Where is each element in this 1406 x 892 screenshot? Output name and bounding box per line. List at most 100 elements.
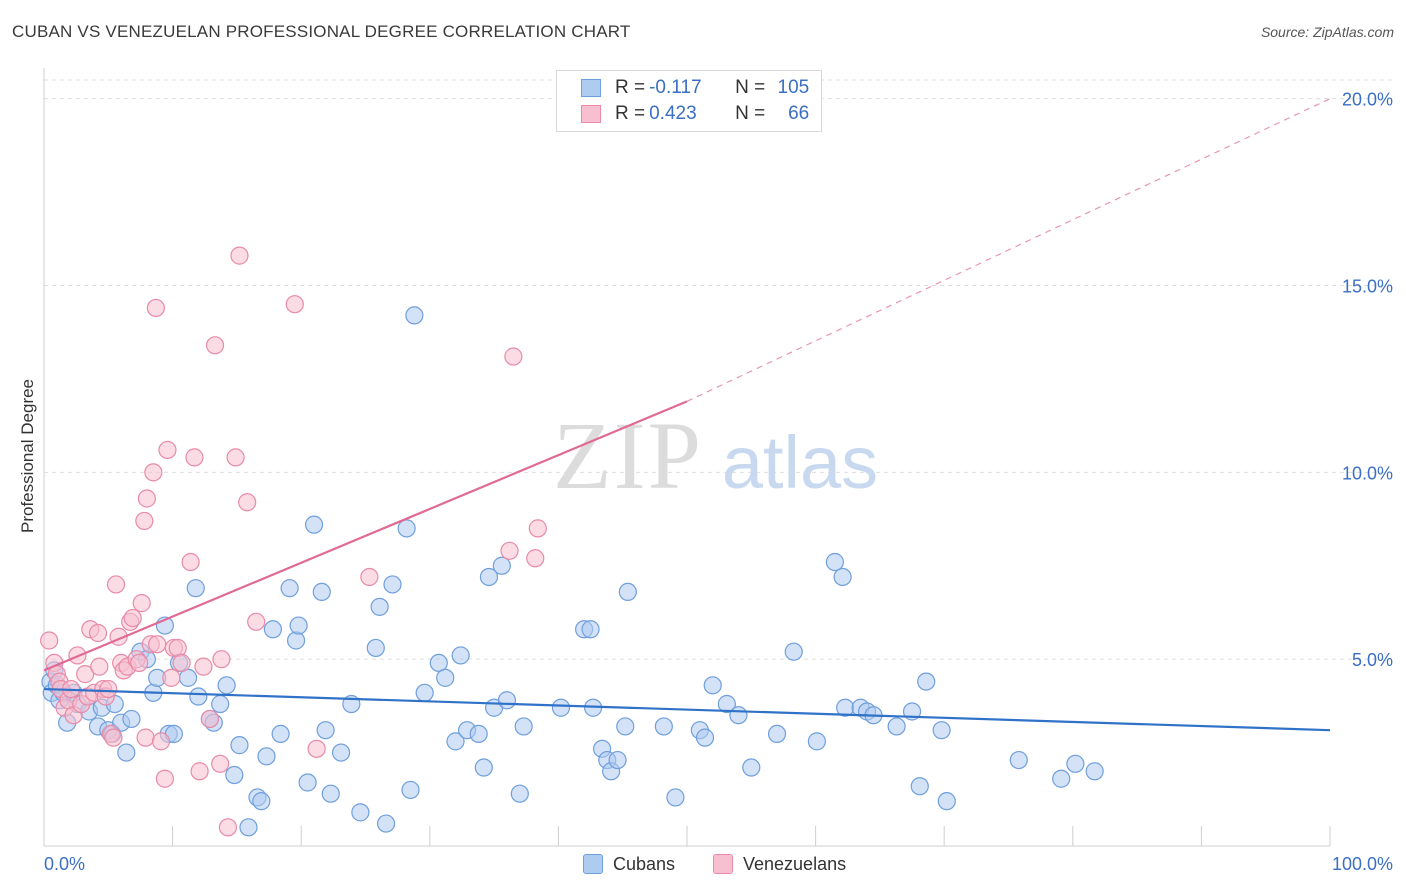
venezuelan-point bbox=[40, 631, 59, 650]
cuban-point bbox=[189, 687, 208, 706]
cuban-point bbox=[932, 721, 951, 740]
venezuelan-point bbox=[76, 665, 95, 684]
venezuelan-point bbox=[136, 728, 155, 747]
cuban-point bbox=[807, 732, 826, 751]
cuban-point bbox=[1066, 754, 1085, 773]
cuban-point bbox=[1052, 769, 1071, 788]
venezuelan-point bbox=[155, 769, 174, 788]
chart-title: CUBAN VS VENEZUELAN PROFESSIONAL DEGREE … bbox=[12, 22, 631, 41]
venezuelan-point bbox=[238, 493, 257, 512]
cuban-point bbox=[717, 694, 736, 714]
cuban-point bbox=[239, 818, 258, 837]
cuban-point bbox=[304, 515, 324, 534]
legend-row-cubans: R = -0.117 N = 105 bbox=[581, 75, 809, 101]
cuban-point bbox=[474, 758, 493, 777]
venezuelan-point bbox=[135, 511, 154, 531]
trendlines bbox=[43, 98, 1331, 732]
venezuelan-point bbox=[226, 448, 245, 467]
cuban-point bbox=[695, 728, 715, 747]
cuban-point bbox=[1009, 750, 1028, 770]
venezuelan-point bbox=[123, 608, 142, 628]
venezuelan-point bbox=[104, 728, 123, 747]
axes bbox=[43, 68, 1331, 847]
cuban-point bbox=[429, 653, 448, 673]
cuban-point bbox=[608, 750, 627, 770]
legend-n-value: 105 bbox=[777, 77, 810, 98]
cuban-point bbox=[654, 717, 673, 736]
venezuelan-point bbox=[190, 762, 209, 781]
series-cubans bbox=[41, 306, 1104, 837]
venezuelan-point bbox=[504, 347, 523, 366]
x-tick-label: 0.0% bbox=[44, 854, 85, 874]
cuban-point bbox=[825, 552, 844, 572]
legend-r-value: -0.117 bbox=[649, 77, 702, 98]
cuban-point bbox=[451, 646, 470, 665]
cuban-point bbox=[298, 773, 317, 792]
cuban-point bbox=[937, 792, 956, 811]
cuban-point bbox=[263, 620, 283, 639]
bottom-legend-label-cubans: Cubans bbox=[613, 853, 676, 874]
bottom-legend-cubans: Cubans bbox=[583, 852, 675, 876]
venezuelan-point bbox=[158, 440, 177, 460]
cuban-point bbox=[252, 792, 271, 811]
bottom-legend-swatch-venezuelans bbox=[713, 854, 733, 874]
venezuelan-point bbox=[99, 679, 118, 699]
trendline-cubans bbox=[43, 687, 1331, 732]
cuban-point bbox=[492, 556, 511, 575]
legend-n-label: N = bbox=[735, 77, 766, 98]
venezuelan-point bbox=[90, 657, 109, 676]
cuban-point bbox=[351, 803, 370, 822]
cuban-point bbox=[1085, 762, 1104, 781]
venezuelan-point bbox=[526, 549, 545, 568]
venezuelan-point bbox=[211, 754, 230, 773]
venezuelan-point bbox=[137, 489, 156, 508]
legend-row-venezuelans: R = 0.423 N = 66 bbox=[581, 101, 809, 127]
cuban-point bbox=[784, 642, 803, 661]
venezuelan-point bbox=[106, 575, 126, 594]
cuban-point bbox=[497, 691, 517, 710]
venezuelan-point bbox=[200, 709, 219, 729]
cuban-point bbox=[436, 668, 455, 687]
y-tick-label: 20.0% bbox=[1342, 90, 1393, 110]
bottom-legend-venezuelans: Venezuelans bbox=[713, 852, 846, 876]
cuban-point bbox=[271, 724, 290, 744]
watermark-zip: ZIP bbox=[553, 402, 703, 509]
venezuelan-point bbox=[151, 732, 171, 751]
cuban-point bbox=[833, 567, 852, 587]
cuban-point bbox=[581, 620, 600, 639]
tick-labels: 5.0% 10.0% 15.0% 20.0% 0.0% 100.0% bbox=[44, 90, 1393, 874]
venezuelan-point bbox=[146, 298, 165, 318]
watermark: ZIP atlas bbox=[553, 402, 878, 509]
venezuelan-point bbox=[212, 650, 231, 669]
cuban-point bbox=[514, 717, 533, 736]
cuban-point bbox=[280, 579, 299, 598]
legend-n-label: N = bbox=[735, 103, 766, 124]
legend-r-value: 0.423 bbox=[649, 103, 697, 124]
y-tick-label: 5.0% bbox=[1352, 650, 1393, 670]
trendline-venezuelans-extension bbox=[686, 98, 1331, 402]
bottom-legend-swatch-cubans bbox=[583, 854, 603, 874]
cuban-point bbox=[257, 747, 276, 766]
correlation-legend: R = -0.117 N = 105 R = 0.423 N = 66 bbox=[556, 70, 822, 132]
legend-r-label: R = bbox=[615, 103, 646, 124]
source-label: Source: ZipAtlas.com bbox=[1260, 24, 1394, 40]
venezuelan-point bbox=[307, 739, 326, 758]
y-tick-label: 10.0% bbox=[1342, 463, 1393, 483]
cuban-point bbox=[910, 777, 929, 796]
cuban-point bbox=[469, 724, 488, 744]
cuban-point bbox=[383, 575, 402, 594]
trendline-venezuelans bbox=[43, 400, 688, 672]
cuban-point bbox=[370, 597, 389, 616]
venezuelan-point bbox=[162, 668, 181, 687]
gridlines bbox=[44, 79, 1394, 660]
venezuelan-point bbox=[247, 612, 266, 631]
venezuelan-point bbox=[181, 552, 200, 572]
venezuelan-point bbox=[230, 246, 249, 265]
cuban-point bbox=[703, 676, 722, 695]
cuban-point bbox=[186, 579, 205, 598]
venezuelan-point bbox=[185, 448, 204, 467]
cuban-point bbox=[415, 683, 434, 702]
cuban-point bbox=[122, 709, 141, 729]
cuban-point bbox=[917, 672, 936, 691]
